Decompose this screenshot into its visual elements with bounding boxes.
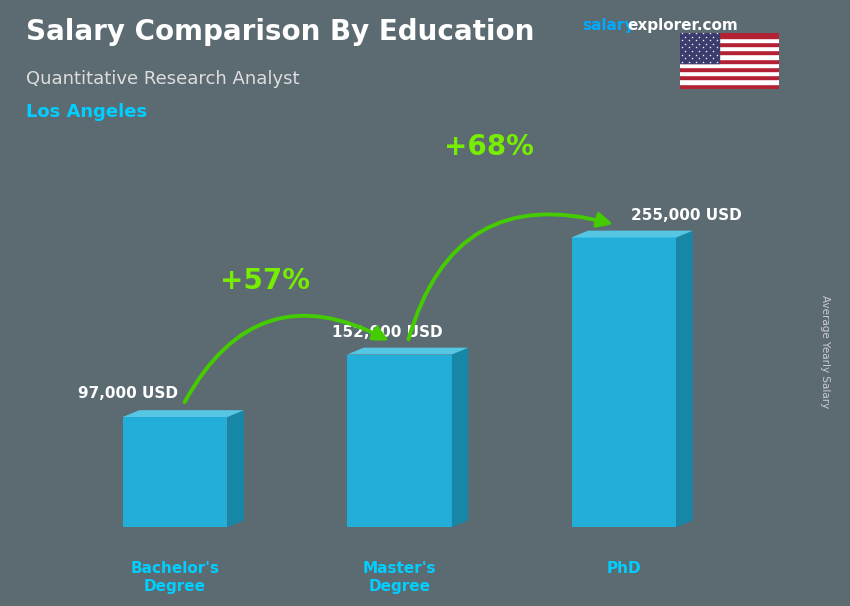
Text: PhD: PhD <box>607 561 641 576</box>
Polygon shape <box>122 410 244 417</box>
Polygon shape <box>571 231 693 238</box>
Polygon shape <box>347 348 468 355</box>
Text: 255,000 USD: 255,000 USD <box>632 208 742 222</box>
Text: 152,000 USD: 152,000 USD <box>332 325 443 340</box>
Polygon shape <box>452 348 468 527</box>
Text: explorer.com: explorer.com <box>627 18 738 33</box>
Polygon shape <box>571 238 677 527</box>
Polygon shape <box>680 33 719 62</box>
Text: 97,000 USD: 97,000 USD <box>78 386 178 401</box>
Polygon shape <box>228 410 244 527</box>
Text: +68%: +68% <box>445 133 534 161</box>
Text: Master's
Degree: Master's Degree <box>363 561 436 594</box>
Text: Salary Comparison By Education: Salary Comparison By Education <box>26 18 534 46</box>
Text: +57%: +57% <box>220 267 310 295</box>
Polygon shape <box>677 231 693 527</box>
Text: Quantitative Research Analyst: Quantitative Research Analyst <box>26 70 299 88</box>
Text: Bachelor's
Degree: Bachelor's Degree <box>131 561 219 594</box>
Polygon shape <box>347 355 452 527</box>
Text: Los Angeles: Los Angeles <box>26 103 146 121</box>
Text: Average Yearly Salary: Average Yearly Salary <box>819 295 830 408</box>
Polygon shape <box>122 417 228 527</box>
Text: salary: salary <box>582 18 635 33</box>
